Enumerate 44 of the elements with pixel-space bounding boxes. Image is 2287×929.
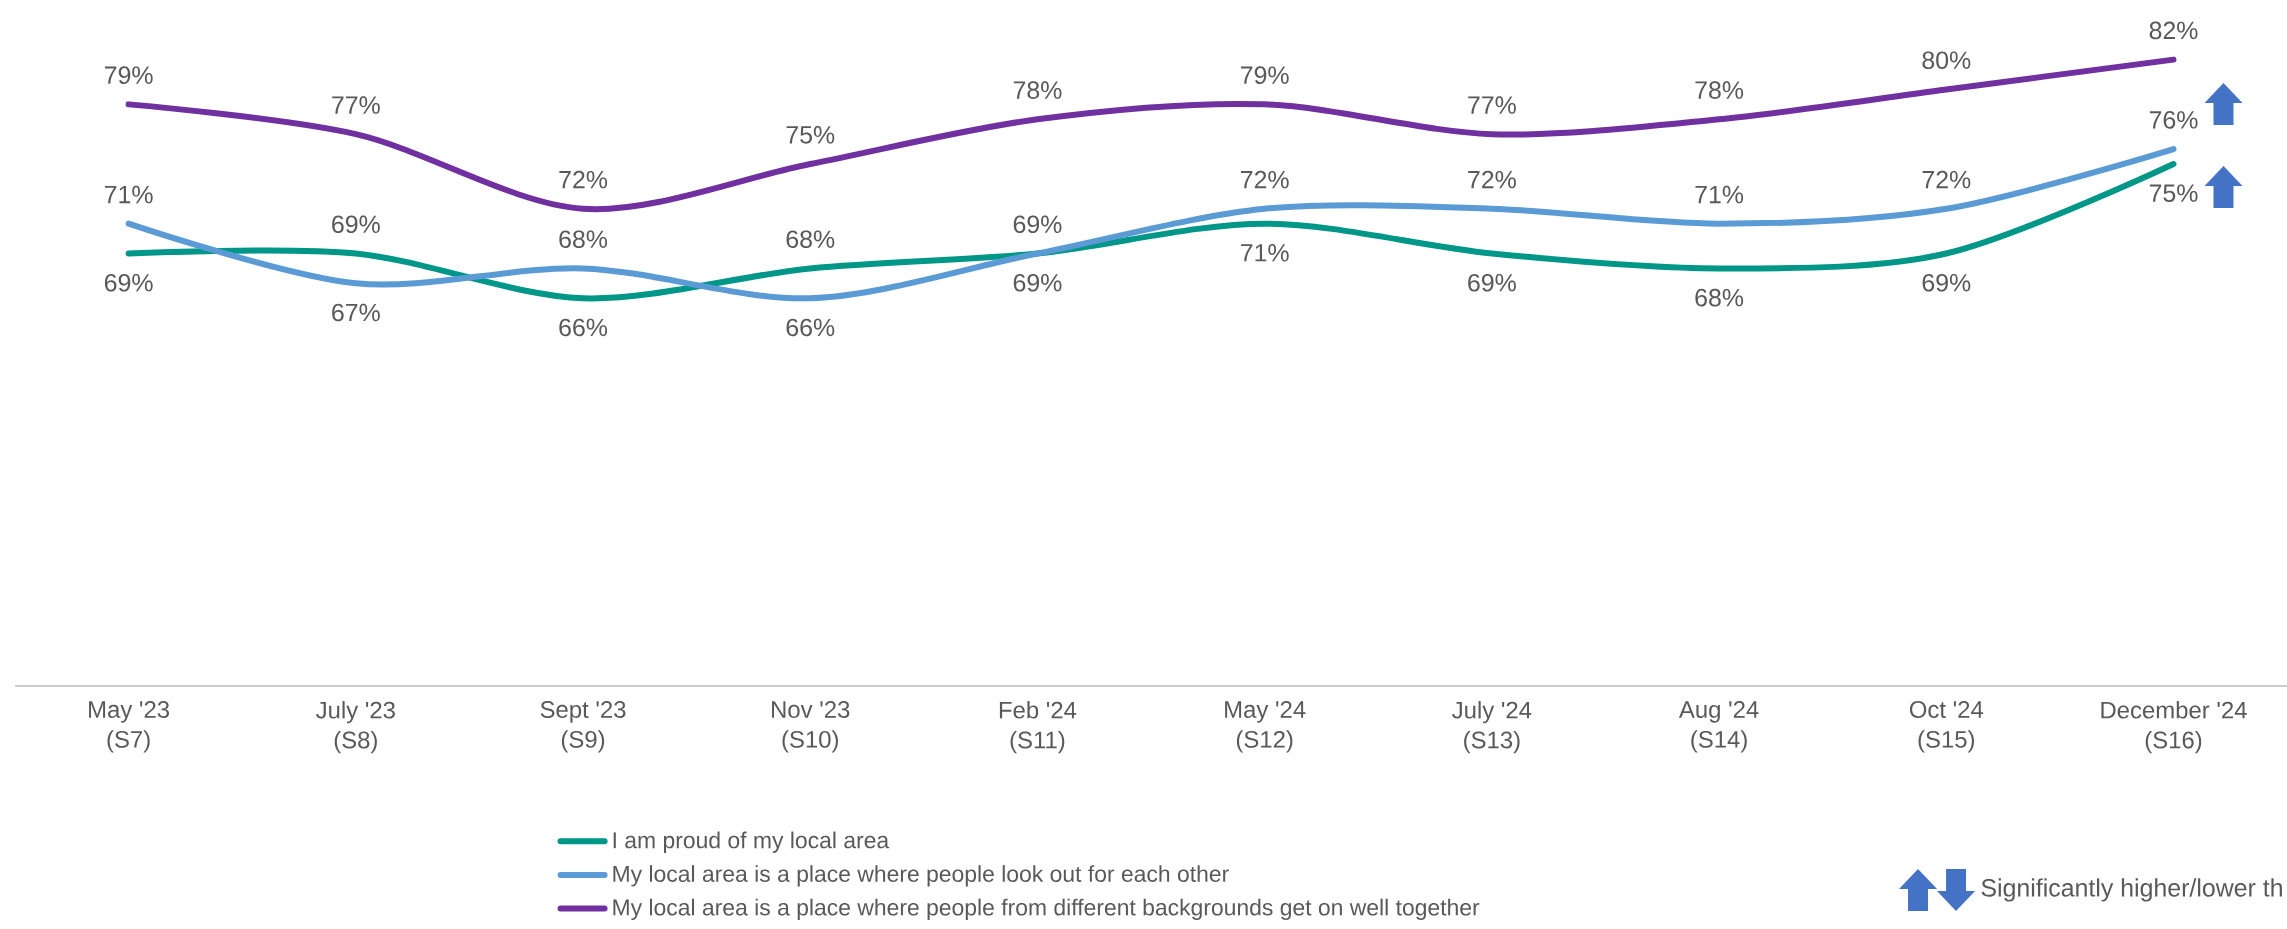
- data-label: 72%: [559, 170, 608, 189]
- data-label: 71%: [1241, 244, 1289, 262]
- data-label: 78%: [1695, 81, 1744, 99]
- data-label: 72%: [1468, 170, 1516, 189]
- data-label: 79%: [104, 66, 153, 84]
- data-label: 67%: [332, 303, 380, 322]
- legend-label: I am proud of my local area: [613, 831, 890, 853]
- data-label: 69%: [104, 273, 153, 292]
- x-tick-label: Nov '23 (S10): [772, 701, 850, 753]
- data-label: 66%: [786, 318, 835, 337]
- data-label: 78%: [1013, 81, 1062, 99]
- data-label: 75%: [786, 126, 835, 144]
- data-label: 72%: [1922, 170, 1971, 189]
- data-label: 71%: [104, 185, 153, 204]
- data-label: 71%: [1695, 185, 1744, 204]
- x-tick-label: May '24 (S12): [1225, 701, 1306, 753]
- data-label: 69%: [332, 215, 380, 234]
- data-label: 69%: [1468, 273, 1516, 292]
- data-label: 68%: [559, 230, 608, 249]
- data-label: 68%: [786, 230, 835, 249]
- legend-label: My local area is a place where people look out for each other: [613, 865, 1229, 887]
- data-label: 80%: [1922, 51, 1971, 70]
- data-label: 82%: [2149, 21, 2198, 40]
- data-label: 72%: [1241, 170, 1289, 189]
- x-tick-label: December '24 (S16): [2101, 701, 2247, 754]
- data-label: 69%: [1013, 215, 1062, 234]
- data-label: 75%: [2149, 184, 2198, 202]
- x-tick-label: May '23 (S7): [89, 701, 170, 753]
- data-label: 69%: [1922, 273, 1971, 292]
- data-label: 76%: [2149, 111, 2198, 129]
- data-label: 66%: [559, 318, 608, 337]
- data-label: 77%: [1468, 96, 1516, 114]
- data-label: 79%: [1241, 66, 1289, 84]
- x-tick-label: Oct '24 (S15): [1909, 701, 1984, 753]
- x-tick-label: July '24 (S13): [1452, 701, 1532, 754]
- x-tick-label: Aug '24 (S14): [1678, 701, 1759, 753]
- legend-label: My local area is a place where people from different backgrounds get on well together: [613, 898, 1480, 921]
- data-label: 69%: [1013, 273, 1062, 292]
- data-label: 77%: [332, 96, 380, 114]
- data-label: 68%: [1695, 288, 1744, 307]
- x-tick-label: Feb '24 (S11): [999, 701, 1077, 754]
- x-tick-label: Sept '23 (S9): [540, 701, 626, 753]
- x-tick-label: July '23 (S8): [316, 701, 395, 754]
- text: Significantly higher/lower th: [1981, 878, 2282, 902]
